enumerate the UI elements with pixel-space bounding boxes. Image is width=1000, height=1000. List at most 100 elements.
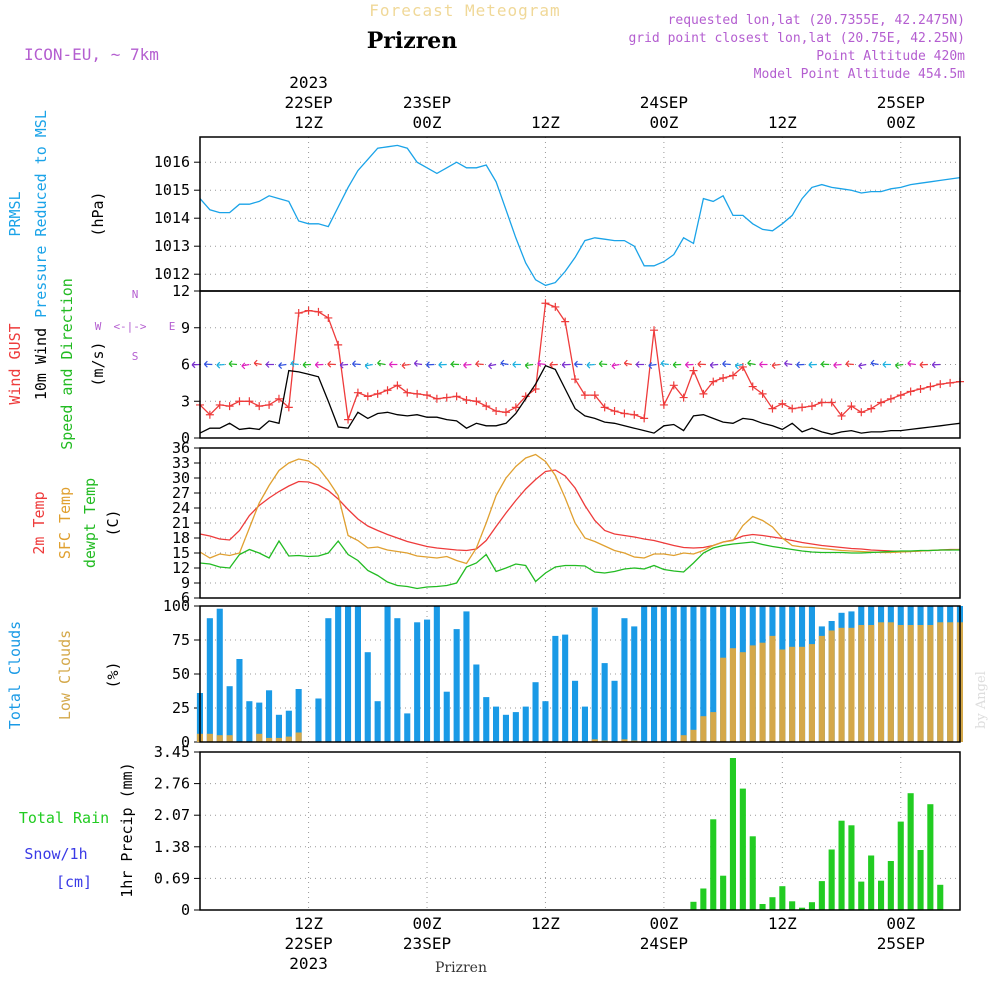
wind-arrow-head — [438, 361, 443, 369]
wind-arrow-head — [796, 361, 801, 369]
gust-marker — [363, 392, 372, 401]
wind-arrow — [488, 363, 497, 367]
bar-total-clouds — [572, 680, 579, 742]
y-tick-label: 12 — [172, 559, 190, 577]
bar-total-rain — [848, 825, 855, 910]
bar-low-clouds — [729, 648, 736, 742]
y-tick-label: 36 — [172, 439, 190, 457]
wind-arrow — [735, 363, 743, 367]
wind-arrow-head — [327, 360, 332, 368]
bar-total-rain — [937, 884, 944, 910]
time-axis-label: 00Z — [649, 914, 678, 933]
gust-marker — [274, 394, 283, 403]
bar-total-clouds — [414, 622, 421, 742]
wind-arrow-head — [672, 361, 677, 369]
y-tick-label: 1012 — [154, 265, 190, 283]
wind-arrow-head — [820, 360, 825, 368]
wind-arrow-head — [635, 361, 640, 368]
gust-marker — [462, 396, 471, 405]
bar-total-clouds — [433, 606, 440, 742]
wind-arrow-head — [919, 361, 924, 369]
precip-legend: Total Rain Snow/1h [cm] — [19, 809, 109, 891]
wind-arrow — [648, 363, 657, 367]
panel-frame — [199, 751, 961, 911]
wind-arrow-head — [931, 361, 936, 369]
gust-marker — [946, 378, 955, 387]
wind-arrow-head — [241, 362, 246, 370]
panel-label: SFC Temp — [56, 487, 74, 559]
time-axis-label: 12Z — [531, 113, 560, 132]
gust-marker — [758, 389, 767, 398]
wind-arrow-head — [561, 361, 566, 369]
bar-low-clouds — [917, 625, 924, 742]
series-total-rain — [690, 758, 944, 910]
time-axis-label: 00Z — [886, 914, 915, 933]
gust-marker — [669, 381, 678, 390]
bar-low-clouds — [887, 622, 894, 742]
compass-text: E — [169, 320, 176, 333]
gust-marker — [541, 299, 550, 308]
wind-arrow — [895, 363, 904, 367]
wind-arrow-head — [537, 360, 542, 367]
panel-unit: (hPa) — [89, 191, 107, 236]
bar-low-clouds — [779, 649, 786, 742]
bar-total-clouds — [443, 691, 450, 742]
bar-total-clouds — [601, 663, 608, 742]
line-10m-wind — [199, 364, 961, 435]
bar-total-clouds — [502, 714, 509, 742]
bar-low-clouds — [858, 625, 865, 742]
wind-arrow-head — [660, 360, 665, 367]
bar-total-clouds — [493, 706, 500, 742]
compass-rose: N W <-|-> E S — [95, 288, 176, 363]
bar-low-clouds — [799, 646, 806, 742]
bar-total-clouds — [512, 712, 519, 742]
gust-marker — [580, 391, 589, 400]
gust-marker — [906, 387, 915, 396]
gust-marker — [837, 411, 846, 420]
gust-marker — [590, 391, 599, 400]
bar-total-rain — [917, 850, 924, 910]
bar-total-rain — [868, 855, 875, 910]
gust-marker — [896, 391, 905, 400]
panel-label: PRMSL — [6, 191, 24, 236]
wind-arrow-head — [734, 362, 739, 370]
bar-total-clouds — [335, 606, 342, 742]
bar-total-clouds — [611, 680, 618, 742]
panel-4: 0 0.69 1.38 2.07 2.76 3.45 1hr Precip (mm) — [118, 743, 961, 919]
gust-marker — [817, 398, 826, 407]
y-tick-label: 24 — [172, 499, 190, 517]
wind-arrow — [241, 363, 250, 367]
wind-arrow-head — [574, 360, 578, 368]
series-2m-temp — [199, 469, 960, 553]
bar-total-clouds — [236, 659, 243, 742]
wind-arrow-head — [858, 362, 863, 370]
gust-marker — [807, 402, 816, 411]
wind-arrow-head — [352, 360, 356, 368]
y-tick-label: 12 — [172, 282, 190, 300]
y-tick-label: 27 — [172, 484, 190, 502]
bar-total-clouds — [660, 606, 667, 742]
wind-arrow — [537, 362, 546, 366]
bar-low-clouds — [828, 630, 835, 742]
gust-marker — [571, 375, 580, 384]
gust-marker — [314, 307, 323, 316]
bar-total-rain — [789, 901, 796, 910]
compass-text: S — [132, 350, 139, 363]
y-tick-label: 30 — [172, 469, 190, 487]
y-tick-label: 15 — [172, 544, 190, 562]
wind-arrow-head — [685, 361, 689, 369]
gust-marker — [699, 389, 708, 398]
wind-arrow — [475, 363, 484, 366]
panel-frame — [199, 447, 961, 599]
wind-arrow-head — [413, 360, 418, 367]
panel-label: dewpt Temp — [81, 478, 99, 568]
bar-total-rain — [887, 861, 894, 910]
gust-marker — [827, 398, 836, 407]
bar-total-clouds — [463, 611, 470, 742]
gust-marker — [501, 408, 510, 417]
bar-low-clouds — [848, 627, 855, 742]
wind-arrow — [352, 363, 361, 366]
y-tick-label: 1015 — [154, 181, 190, 199]
panel-label: 2m Temp — [30, 491, 48, 554]
bar-total-clouds — [315, 698, 322, 742]
